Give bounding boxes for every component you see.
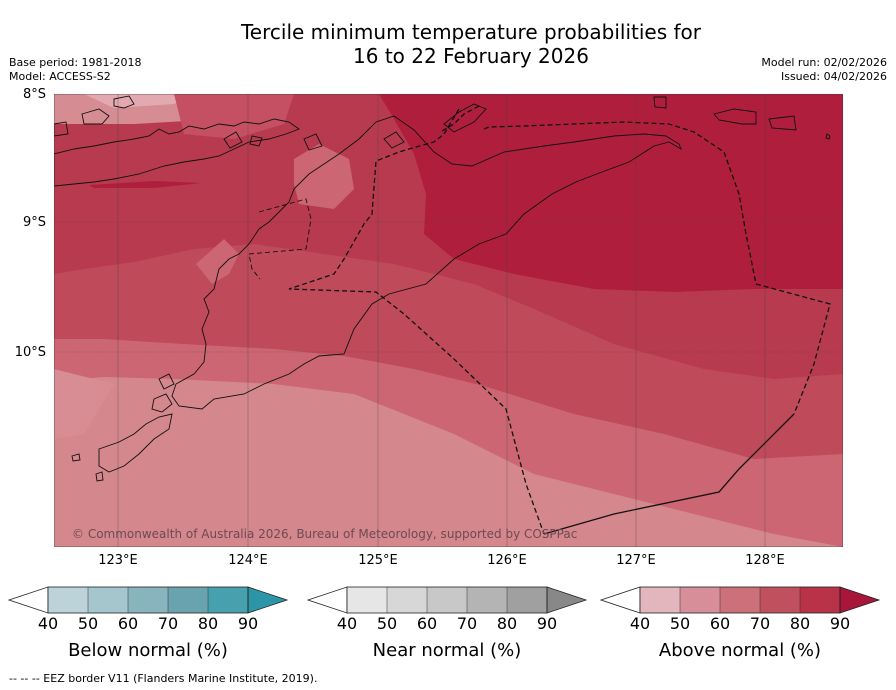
lon-label-125e: 125°E — [358, 553, 398, 568]
map-title: Tercile minimum temperature probabilitie… — [0, 20, 896, 68]
cb-near-seg-3 — [427, 587, 467, 613]
tick: 60 — [416, 614, 438, 633]
tick: 40 — [336, 614, 358, 633]
patch-strip-dark — [89, 181, 202, 188]
colorbar-near-normal — [307, 586, 588, 614]
tick: 80 — [789, 614, 811, 633]
atauro-island — [383, 131, 405, 149]
enclave-border — [248, 198, 312, 280]
tick: 70 — [749, 614, 771, 633]
cb-near-arrow-left — [307, 586, 348, 614]
colorbar-below-normal — [8, 586, 289, 614]
cb-near-seg-2 — [387, 587, 427, 613]
lon-label-124e: 124°E — [228, 553, 268, 568]
cb-below-seg-1 — [48, 587, 88, 613]
cb-near-seg-1 — [347, 587, 387, 613]
tick: 60 — [709, 614, 731, 633]
tick: 90 — [829, 614, 851, 633]
wetar-island — [443, 103, 487, 133]
base-period: Base period: 1981-2018 — [9, 56, 142, 69]
tick: 50 — [77, 614, 99, 633]
tick: 90 — [536, 614, 558, 633]
eez-border — [288, 105, 831, 535]
meta-left: Base period: 1981-2018 Model: ACCESS-S2 — [9, 56, 141, 84]
tick: 80 — [197, 614, 219, 633]
cb-near-seg-5 — [507, 587, 547, 613]
colorbar-above-normal — [600, 586, 881, 614]
lon-label-126e: 126°E — [487, 553, 527, 568]
tick: 40 — [629, 614, 651, 633]
small-island-2 — [71, 453, 81, 462]
cb-below-seg-3 — [128, 587, 168, 613]
patch-mid-1 — [294, 144, 354, 209]
cb-below-arrow-right — [247, 586, 289, 614]
lon-label-123e: 123°E — [98, 553, 138, 568]
probability-map: © Commonwealth of Australia 2026, Bureau… — [54, 94, 843, 547]
patch-mid-2 — [196, 239, 239, 284]
issued-date: Issued: 04/02/2026 — [780, 70, 887, 83]
tick: 90 — [237, 614, 259, 633]
map-copyright: © Commonwealth of Australia 2026, Bureau… — [72, 527, 577, 541]
cb-above-arrow-right — [839, 586, 881, 614]
title-line-2: 16 to 22 February 2026 — [353, 44, 589, 68]
island-n3 — [54, 121, 69, 137]
rote-island — [98, 413, 173, 473]
tick: 40 — [37, 614, 59, 633]
patch-light-north-2 — [84, 94, 194, 108]
title-line-1: Tercile minimum temperature probabilitie… — [240, 20, 702, 44]
lat-label-9s: 9°S — [22, 215, 46, 230]
cb-near-label: Near normal (%) — [372, 640, 522, 661]
semau-island — [151, 393, 173, 413]
tick: 70 — [157, 614, 179, 633]
lat-label-10s: 10°S — [14, 345, 46, 360]
cb-above-label: Above normal (%) — [658, 640, 822, 661]
patch-south-light — [54, 369, 114, 439]
lat-label-8s: 8°S — [22, 87, 46, 102]
eez-dashed-2 — [441, 105, 480, 132]
flores-coastline — [54, 118, 300, 187]
tick: 70 — [456, 614, 478, 633]
lon-label-127e: 127°E — [616, 553, 656, 568]
patch-mid-3 — [174, 94, 294, 139]
island-n2 — [249, 135, 263, 147]
island-n1 — [303, 133, 323, 151]
island-ne-4 — [825, 133, 831, 140]
cb-above-seg-1 — [640, 587, 680, 613]
cb-above-seg-4 — [760, 587, 800, 613]
cb-above-seg-3 — [720, 587, 760, 613]
tick: 50 — [669, 614, 691, 633]
island-ne-1 — [653, 96, 667, 109]
meta-right: Model run: 02/02/2026 Issued: 04/02/2026 — [761, 56, 887, 84]
lon-label-128e: 128°E — [745, 553, 785, 568]
small-island-3 — [95, 471, 104, 482]
island-ne-3 — [768, 115, 797, 131]
cb-below-seg-4 — [168, 587, 208, 613]
band-above-90 — [379, 94, 843, 292]
island-ne-2 — [713, 108, 757, 125]
cb-below-label: Below normal (%) — [68, 640, 228, 661]
cb-below-arrow-left — [8, 586, 49, 614]
model-name: Model: ACCESS-S2 — [9, 70, 111, 83]
small-island-1 — [158, 373, 175, 390]
tick: 50 — [376, 614, 398, 633]
alor-island — [81, 108, 110, 125]
tick: 60 — [117, 614, 139, 633]
eez-footnote: -- -- -- EEZ border V11 (Flanders Marine… — [9, 672, 318, 685]
cb-below-seg-5 — [208, 587, 248, 613]
timor-coastline — [171, 115, 682, 410]
eez-dashed — [288, 108, 831, 535]
cb-above-seg-2 — [680, 587, 720, 613]
model-run: Model run: 02/02/2026 — [761, 56, 887, 69]
cb-below-seg-2 — [88, 587, 128, 613]
cb-above-arrow-left — [600, 586, 641, 614]
solor-island — [113, 95, 135, 109]
tick: 80 — [496, 614, 518, 633]
cb-above-seg-5 — [800, 587, 840, 613]
coastlines — [54, 95, 831, 482]
cb-near-arrow-right — [546, 586, 588, 614]
graticule — [54, 94, 843, 547]
eez-solid — [543, 413, 795, 535]
pantar-island — [223, 131, 243, 149]
cb-near-seg-4 — [467, 587, 507, 613]
